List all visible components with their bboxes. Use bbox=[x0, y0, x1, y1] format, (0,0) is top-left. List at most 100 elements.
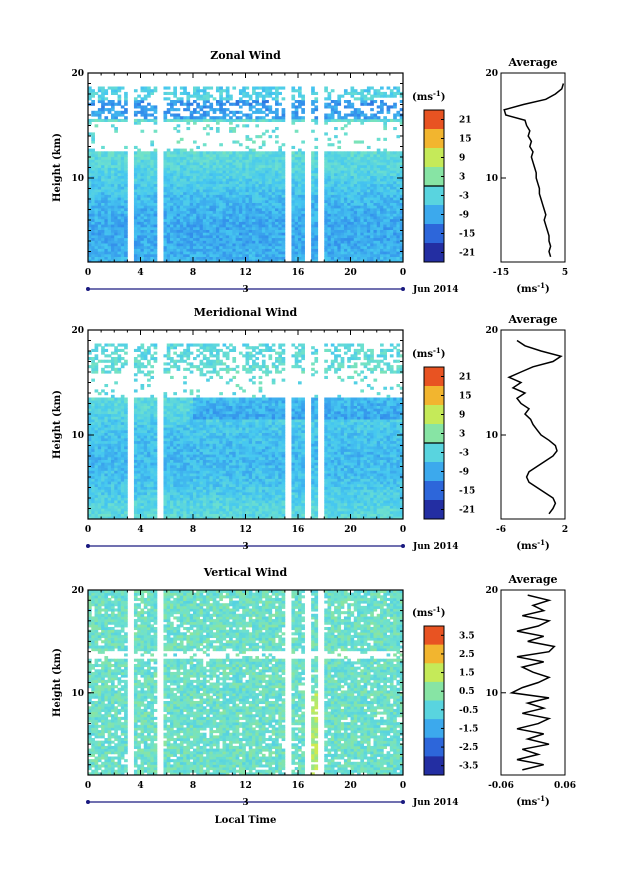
x-axis-label: Local Time bbox=[215, 815, 277, 826]
colorbar-segment bbox=[424, 500, 444, 520]
profile-y-tick-label: 20 bbox=[485, 326, 498, 336]
y-tick-label: 20 bbox=[71, 586, 84, 596]
average-profile: Average 10 20 -0.06 0.06 (ms-1) bbox=[485, 573, 575, 808]
profile-y-tick-label: 10 bbox=[485, 431, 498, 441]
x-tick-label: 4 bbox=[137, 781, 143, 791]
date-marker: 3 bbox=[242, 798, 248, 808]
colorbar-frame bbox=[423, 625, 445, 776]
colorbar-segment bbox=[424, 700, 444, 720]
x-tick-label: 12 bbox=[239, 525, 252, 535]
profile-x-tick-label: -15 bbox=[493, 268, 509, 278]
date-label: Jun 2014 bbox=[412, 285, 459, 295]
date-label: Jun 2014 bbox=[412, 542, 459, 552]
x-tick-label: 0 bbox=[400, 525, 406, 535]
x-tick-label: 20 bbox=[344, 781, 357, 791]
profile-title: Average bbox=[507, 573, 557, 586]
date-bar-end bbox=[401, 800, 405, 804]
profile-unit: (ms-1) bbox=[516, 281, 549, 295]
colorbar-tick-label: 3 bbox=[459, 173, 465, 183]
colorbar-segment bbox=[424, 110, 444, 130]
colorbar-segment bbox=[424, 405, 444, 425]
profile-x-tick-label: -6 bbox=[496, 525, 506, 535]
colorbar-segment bbox=[424, 243, 444, 263]
colorbar-segment bbox=[424, 424, 444, 444]
colorbar-segment bbox=[424, 719, 444, 739]
date-bar-end bbox=[86, 287, 90, 291]
colorbar-tick-label: 1.5 bbox=[459, 669, 475, 679]
profile-frame bbox=[500, 329, 566, 520]
date-bar-end bbox=[401, 544, 405, 548]
profile-line bbox=[509, 594, 556, 771]
colorbar-segment bbox=[424, 186, 444, 206]
chart-title: Meridional Wind bbox=[194, 306, 298, 319]
colorbar-segment bbox=[424, 367, 444, 387]
colorbar-tick-label: -15 bbox=[459, 487, 475, 497]
colorbar-segment bbox=[424, 663, 444, 683]
colorbar-tick-label: -2.5 bbox=[459, 743, 478, 753]
date-marker: 3 bbox=[242, 285, 248, 295]
colorbar-segment bbox=[424, 443, 444, 463]
colorbar: (ms-1) 3.5 2.5 1.5 0.5 -0.5 -1.5 -2.5 -3.5 bbox=[412, 605, 478, 776]
panel-3: Vertical Wind 0 4 8 12 16 20 0 10 20 Height (km) 3 J… bbox=[52, 566, 576, 826]
colorbar-tick-label: -9 bbox=[459, 468, 469, 478]
profile-line bbox=[507, 339, 563, 515]
colorbar-tick-label: -1.5 bbox=[459, 724, 478, 734]
colorbar-segment bbox=[424, 148, 444, 168]
colorbar-unit: (ms-1) bbox=[412, 89, 445, 103]
colorbar-segment bbox=[424, 386, 444, 406]
colorbar: (ms-1) 21 15 9 3 -3 -9 -15 -21 bbox=[412, 89, 475, 263]
panel-1: Zonal Wind 0 4 8 12 16 20 0 10 20 Height (km) 3 Jun … bbox=[52, 49, 568, 295]
colorbar-tick-label: -3 bbox=[459, 449, 469, 459]
profile-unit: (ms-1) bbox=[516, 794, 549, 808]
colorbar-segment bbox=[424, 224, 444, 244]
x-tick-label: 8 bbox=[190, 268, 196, 278]
y-axis-label: Height (km) bbox=[52, 133, 63, 202]
colorbar-segment bbox=[424, 481, 444, 501]
heatmap-field bbox=[88, 86, 404, 263]
colorbar-segment bbox=[424, 737, 444, 757]
y-axis-label: Height (km) bbox=[52, 390, 63, 459]
profile-unit: (ms-1) bbox=[516, 538, 549, 552]
y-tick-label: 10 bbox=[71, 689, 84, 699]
colorbar-tick-label: -21 bbox=[459, 249, 475, 259]
heatmap-field bbox=[88, 590, 404, 776]
profile-frame bbox=[500, 589, 566, 776]
x-tick-label: 12 bbox=[239, 268, 252, 278]
profile-x-tick-label: 0.06 bbox=[554, 781, 576, 791]
colorbar-tick-label: 9 bbox=[459, 154, 465, 164]
colorbar-unit: (ms-1) bbox=[412, 346, 445, 360]
profile-frame bbox=[500, 72, 566, 263]
date-bar-end bbox=[86, 544, 90, 548]
colorbar-tick-label: -3 bbox=[459, 192, 469, 202]
y-axis-label: Height (km) bbox=[52, 648, 63, 717]
profile-y-tick-label: 10 bbox=[485, 174, 498, 184]
colorbar-tick-label: 15 bbox=[459, 392, 472, 402]
profile-y-tick-label: 20 bbox=[485, 586, 498, 596]
colorbar-tick-label: 9 bbox=[459, 411, 465, 421]
y-tick-label: 10 bbox=[71, 431, 84, 441]
y-tick-label: 10 bbox=[71, 174, 84, 184]
x-tick-label: 0 bbox=[400, 781, 406, 791]
colorbar-tick-label: -15 bbox=[459, 230, 475, 240]
profile-title: Average bbox=[507, 56, 557, 69]
y-tick-label: 20 bbox=[71, 69, 84, 79]
colorbar-tick-label: 15 bbox=[459, 135, 472, 145]
colorbar-segment bbox=[424, 205, 444, 225]
profile-y-tick-label: 20 bbox=[485, 69, 498, 79]
colorbar-segment bbox=[424, 167, 444, 187]
colorbar-segment bbox=[424, 462, 444, 482]
x-tick-label: 4 bbox=[137, 525, 143, 535]
colorbar-tick-label: -3.5 bbox=[459, 762, 478, 772]
x-tick-label: 20 bbox=[344, 525, 357, 535]
profile-line bbox=[503, 83, 565, 258]
colorbar-tick-label: 21 bbox=[459, 116, 472, 126]
x-tick-label: 20 bbox=[344, 268, 357, 278]
x-tick-label: 0 bbox=[85, 268, 91, 278]
colorbar-tick-label: -21 bbox=[459, 506, 475, 516]
profile-x-tick-label: -0.06 bbox=[488, 781, 514, 791]
colorbar-segment bbox=[424, 756, 444, 776]
x-tick-label: 8 bbox=[190, 525, 196, 535]
colorbar-tick-label: 3.5 bbox=[459, 631, 475, 641]
colorbar-unit: (ms-1) bbox=[412, 605, 445, 619]
colorbar-tick-label: 3 bbox=[459, 430, 465, 440]
